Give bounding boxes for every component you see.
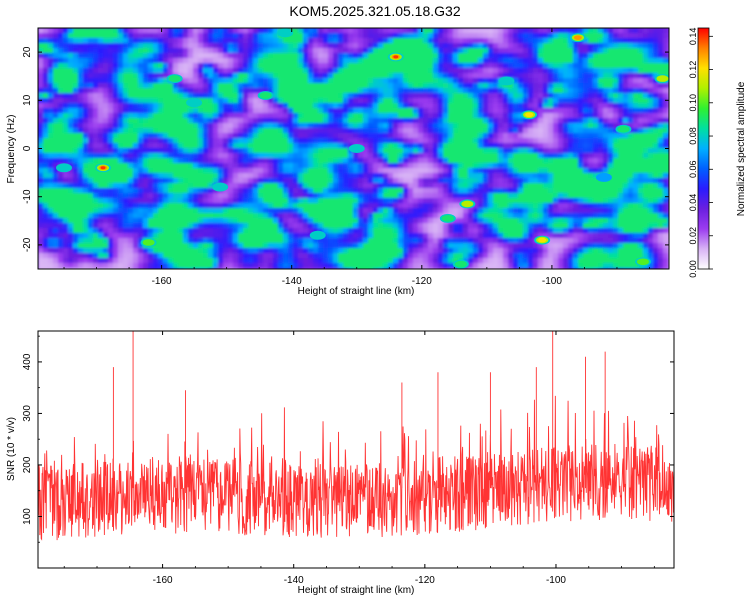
- snr-x-tick-label: -160: [153, 575, 173, 586]
- heatmap-hotspot: [257, 90, 274, 100]
- snr-x-tick-label: -140: [284, 575, 304, 586]
- colorbar-tick-label: 0.04: [688, 194, 698, 212]
- heatmap-hotspot: [634, 257, 651, 267]
- colorbar-label: Normalized spectral amplitude: [736, 81, 747, 216]
- snr-y-tick-label: 200: [22, 456, 33, 473]
- heatmap-hotspot: [521, 110, 538, 120]
- snr-series-line: [38, 331, 674, 541]
- snr-y-axis-label: SNR (10 * v/v): [6, 417, 17, 481]
- heatmap-y-tick-label: -10: [22, 189, 33, 204]
- colorbar-tick-label: 0.10: [688, 94, 698, 112]
- heatmap-hotspot: [212, 182, 229, 192]
- heatmap-y-axis: -20 -10 0 10 20: [22, 46, 669, 252]
- heatmap-hotspot: [595, 172, 612, 182]
- figure-title: KOM5.2025.321.05.18.G32: [289, 3, 460, 19]
- heatmap-hotspot: [439, 213, 456, 223]
- heatmap-x-tick-label: -140: [282, 276, 302, 287]
- colorbar-scale: [697, 27, 710, 270]
- colorbar-tick-label: 0.06: [688, 161, 698, 179]
- colorbar-tick-label: 0.12: [688, 61, 698, 79]
- snr-x-axis-label: Height of straight line (km): [298, 585, 415, 596]
- heatmap-x-tick-label: -120: [412, 276, 432, 287]
- heatmap-y-tick-label: 0: [22, 145, 33, 151]
- colorbar-ticks: 0.00 0.02 0.04 0.06 0.08 0.10 0.12 0.14: [688, 28, 713, 278]
- heatmap-hotspot: [56, 163, 73, 173]
- heatmap-hotspot: [569, 33, 586, 43]
- heatmap-x-tick-label: -160: [152, 276, 172, 287]
- heatmap-cells: [38, 28, 669, 269]
- snr-panel: -160 -140 -120 -100 100 200 300 400 Height of …: [6, 330, 675, 596]
- heatmap-x-axis-label: Height of straight line (km): [298, 286, 415, 297]
- heatmap-y-tick-label: 20: [22, 46, 33, 58]
- heatmap-hotspot: [140, 237, 157, 247]
- snr-y-axis: 100 200 300 400: [22, 335, 674, 543]
- snr-x-tick-label: -100: [546, 575, 566, 586]
- heatmap-hotspot: [348, 144, 365, 153]
- colorbar-tick-label: 0.14: [688, 28, 698, 46]
- heatmap-hotspot: [95, 163, 112, 173]
- heatmap-hotspot: [452, 259, 469, 269]
- heatmap-hotspot: [166, 74, 183, 84]
- heatmap-hotspot: [277, 28, 294, 38]
- heatmap-y-tick-label: -20: [22, 237, 33, 252]
- heatmap-hotspot: [387, 52, 404, 62]
- colorbar: 0.00 0.02 0.04 0.06 0.08 0.10 0.12 0.14 Normali…: [688, 28, 747, 278]
- heatmap-hotspot: [654, 74, 669, 84]
- heatmap-hotspot: [534, 235, 551, 245]
- snr-y-tick-label: 100: [22, 508, 33, 525]
- snr-x-tick-label: -120: [415, 575, 435, 586]
- colorbar-tick-label: 0.08: [688, 127, 698, 145]
- snr-x-axis: -160 -140 -120 -100: [63, 331, 655, 586]
- heatmap-y-tick-label: 10: [22, 94, 33, 106]
- colorbar-tick-label: 0.02: [688, 227, 698, 245]
- heatmap-hotspot: [498, 76, 515, 86]
- heatmap-hotspots: [56, 28, 669, 269]
- heatmap-y-axis-label: Frequency (Hz): [6, 115, 17, 184]
- heatmap-x-axis: -160 -140 -120 -100: [63, 28, 650, 287]
- snr-y-tick-label: 400: [22, 353, 33, 370]
- colorbar-tick-label: 0.00: [688, 260, 698, 278]
- snr-y-tick-label: 300: [22, 405, 33, 422]
- heatmap-hotspot: [186, 98, 203, 108]
- snr-frame: [37, 330, 675, 569]
- heatmap-x-tick-label: -100: [542, 276, 562, 287]
- heatmap-hotspot: [459, 199, 476, 209]
- heatmap-hotspot: [615, 124, 632, 134]
- heatmap-hotspot: [309, 230, 326, 240]
